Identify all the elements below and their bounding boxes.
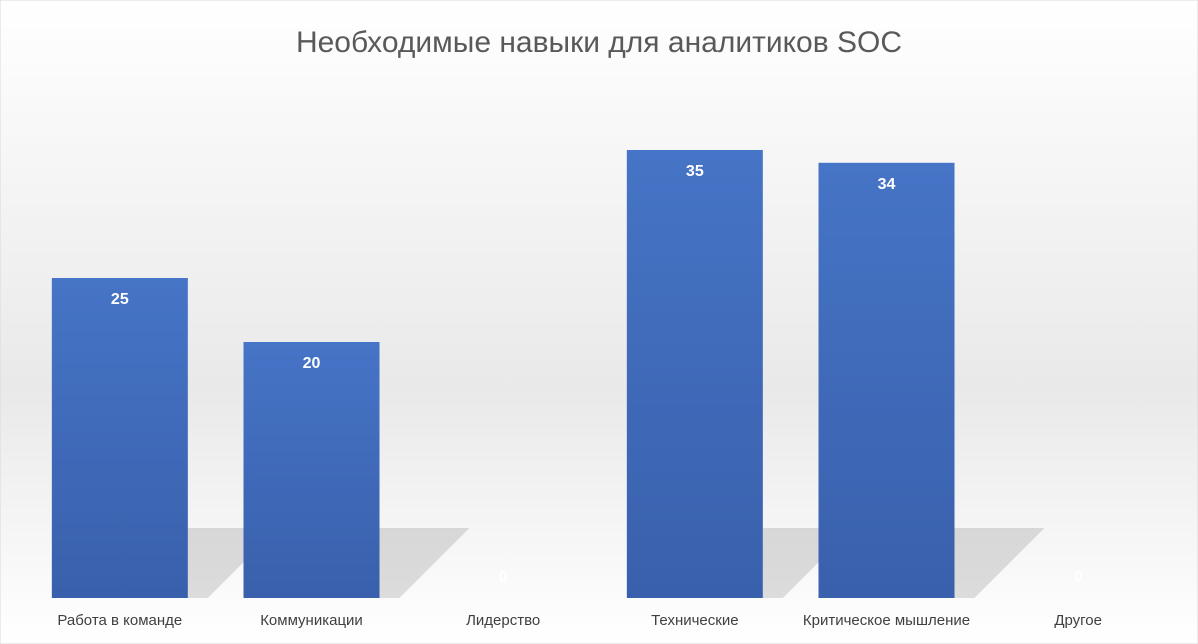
chart-title: Необходимые навыки для аналитиков SOC — [296, 26, 902, 59]
x-tick-label: Другое — [1054, 612, 1102, 629]
bar — [626, 150, 763, 598]
value-label: 35 — [686, 163, 704, 180]
bar — [51, 278, 188, 598]
value-label: 0 — [499, 569, 508, 586]
bar — [818, 162, 955, 599]
bar-shadow — [379, 528, 470, 598]
bar-shadow — [954, 528, 1045, 598]
x-tick-label: Критическое мышление — [803, 612, 970, 629]
x-tick-label: Технические — [651, 612, 738, 629]
x-tick-label: Работа в команде — [57, 612, 182, 629]
value-label: 0 — [1074, 569, 1083, 586]
value-label: 34 — [878, 176, 896, 193]
bar — [243, 342, 380, 598]
x-tick-label: Коммуникации — [260, 612, 363, 629]
value-label: 20 — [303, 355, 321, 372]
x-tick-label: Лидерство — [466, 612, 540, 629]
value-label: 25 — [111, 291, 129, 308]
